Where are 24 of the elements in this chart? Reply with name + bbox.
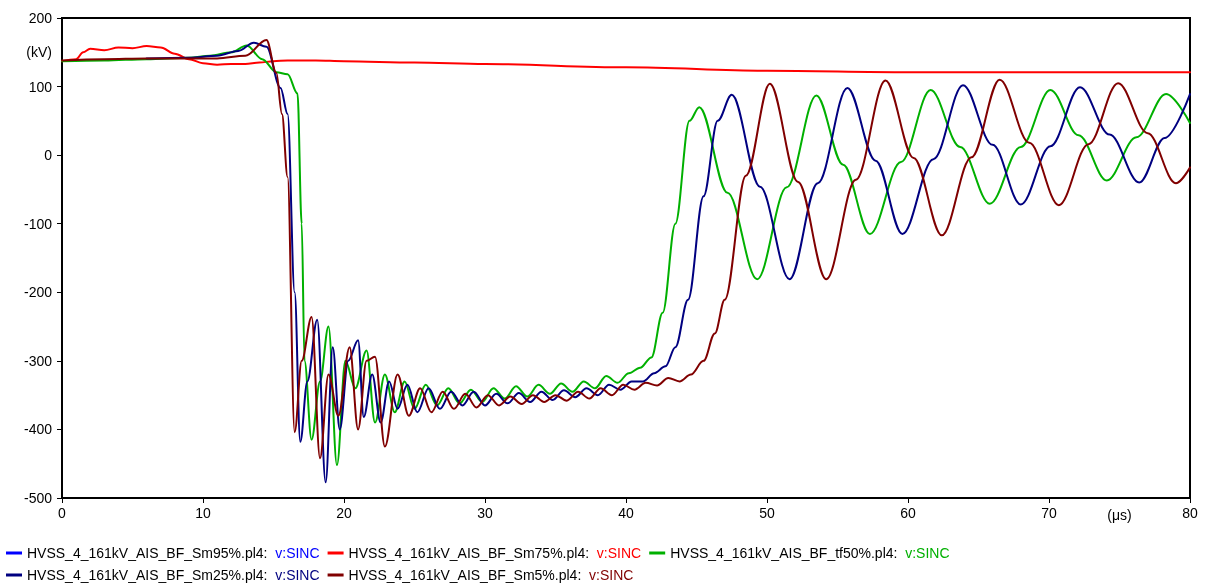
x-tick-label: 30 xyxy=(477,505,493,521)
legend-label: HVSS_4_161kV_AIS_BF_Sm95%.pl4: v:SINC xyxy=(27,545,320,561)
legend-label: HVSS_4_161kV_AIS_BF_tf50%.pl4: v:SINC xyxy=(670,545,950,561)
x-tick-label: 20 xyxy=(336,505,352,521)
x-tick-label: 70 xyxy=(1041,505,1057,521)
legend-label: HVSS_4_161kV_AIS_BF_Sm75%.pl4: v:SINC xyxy=(348,545,642,561)
y-tick-label: -400 xyxy=(23,421,53,438)
x-tick-label: 50 xyxy=(759,505,775,521)
x-tick-label: 40 xyxy=(618,505,634,521)
legend-label: HVSS_4_161kV_AIS_BF_Sm25%.pl4: v:SINC xyxy=(27,567,320,583)
y-tick-label: 200 xyxy=(28,10,53,26)
legend-label: HVSS_4_161kV_AIS_BF_Sm5%.pl4: v:SINC xyxy=(348,567,634,583)
y-axis-title: (kV) xyxy=(26,44,52,61)
y-tick-label: 100 xyxy=(28,78,53,95)
x-tick-label: 0 xyxy=(58,505,67,521)
x-tick-label: 80 xyxy=(1182,505,1198,521)
y-tick-label: -500 xyxy=(23,490,53,506)
x-tick-label: 60 xyxy=(900,505,916,521)
y-tick-label: 0 xyxy=(44,147,53,164)
y-tick-label: -100 xyxy=(23,215,53,232)
y-tick-label: -200 xyxy=(23,284,53,301)
y-tick-label: -300 xyxy=(23,352,53,369)
x-tick-label: 10 xyxy=(195,505,211,521)
x-axis-title: (μs) xyxy=(1107,507,1132,523)
